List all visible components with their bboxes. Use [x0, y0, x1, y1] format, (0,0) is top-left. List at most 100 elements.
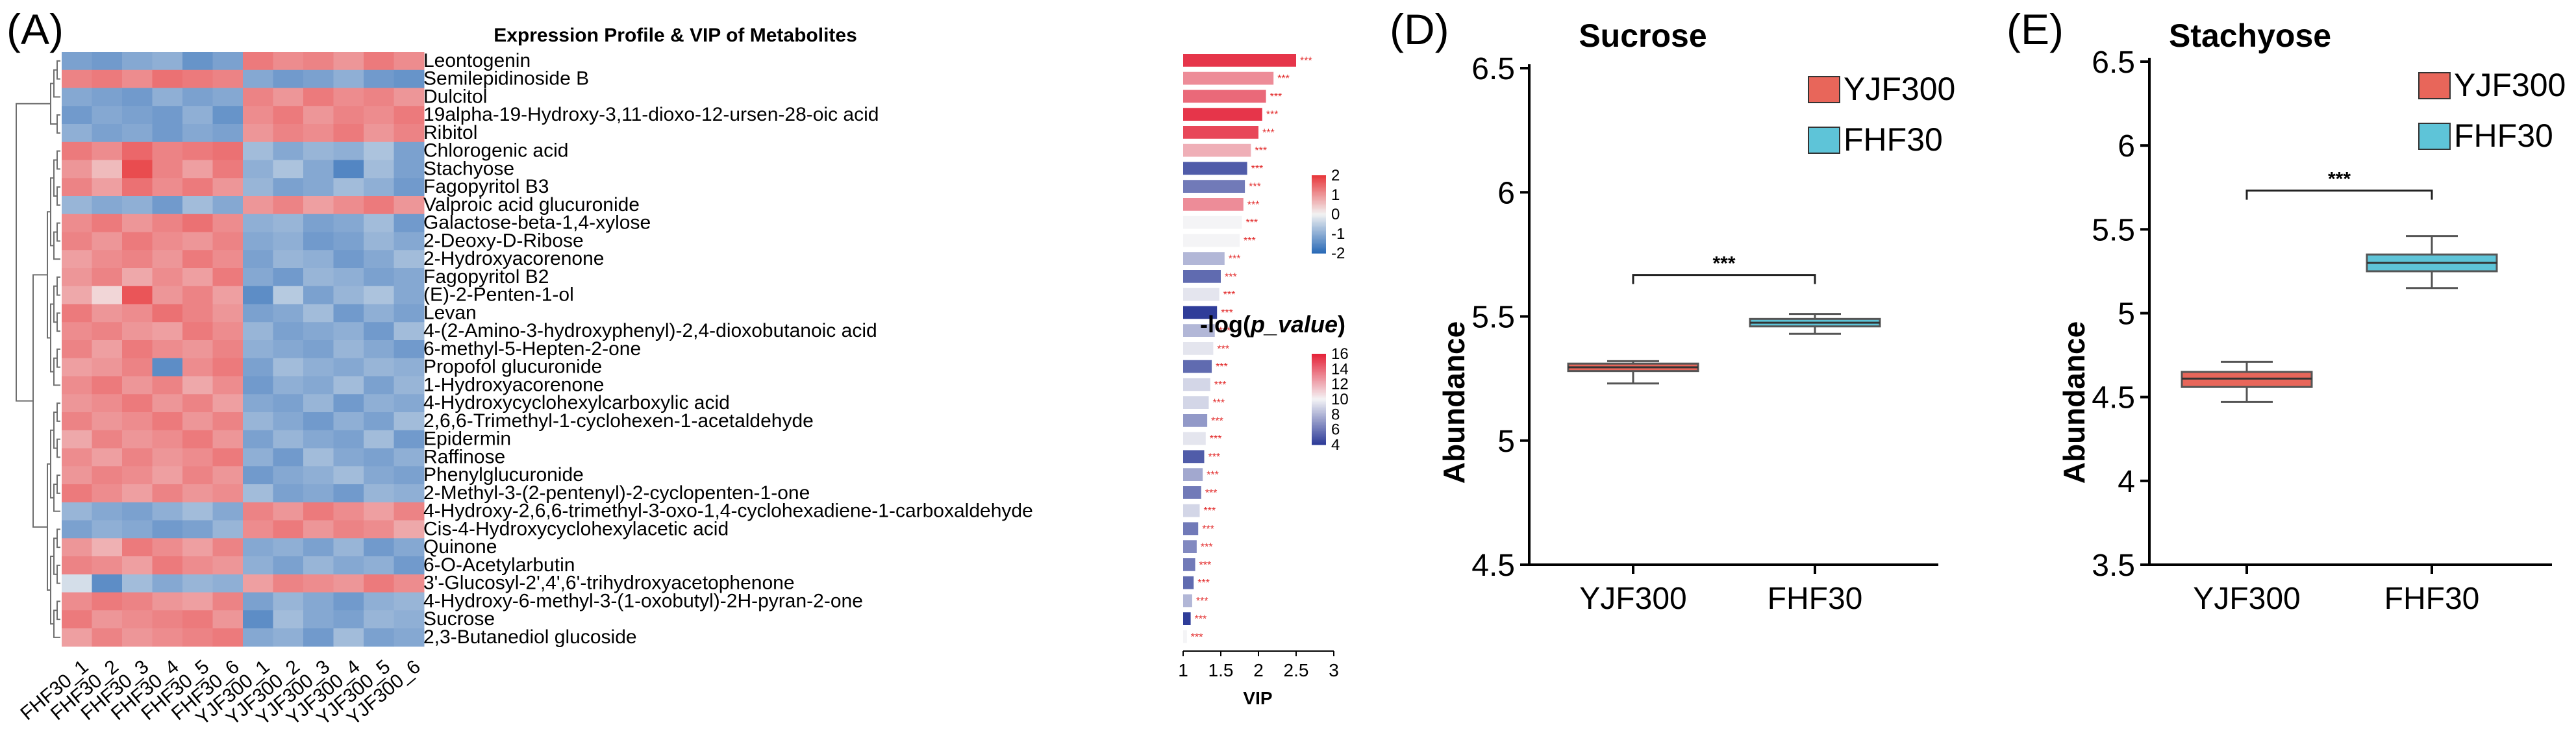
heat-cell	[273, 592, 304, 611]
heat-cell	[303, 430, 334, 449]
heat-cell	[212, 574, 244, 593]
zscore-legend-swatch	[1312, 201, 1326, 203]
heat-cell	[62, 574, 92, 593]
heat-cell	[182, 466, 213, 485]
vip-bar	[1183, 306, 1218, 319]
zscore-legend-swatch	[1312, 208, 1326, 210]
heat-cell	[273, 268, 304, 287]
y-tick-label: 6	[2118, 129, 2135, 164]
heat-cell	[212, 376, 244, 395]
dendrogram-link	[56, 528, 60, 549]
pvalue-legend-swatch	[1312, 428, 1326, 430]
zscore-legend-swatch	[1312, 188, 1326, 190]
heat-cell	[303, 574, 334, 593]
pvalue-legend-tick: 14	[1331, 360, 1349, 378]
heat-cell	[182, 232, 213, 251]
heat-cell	[273, 448, 304, 467]
heat-cell	[364, 322, 394, 341]
zscore-legend-swatch	[1312, 248, 1326, 250]
heat-cell	[152, 610, 183, 629]
significance-stars: ***	[1225, 271, 1237, 282]
heat-cell	[333, 358, 364, 376]
heat-cell	[364, 592, 394, 611]
heat-cell	[152, 142, 183, 160]
heat-cell	[152, 430, 183, 449]
heat-cell	[303, 142, 334, 160]
row-label: Semilepidinoside B	[423, 68, 589, 90]
heat-cell	[364, 628, 394, 647]
heat-cell	[303, 214, 334, 232]
heat-cell	[243, 124, 273, 143]
heat-cell	[303, 466, 334, 485]
vip-bar	[1183, 414, 1208, 427]
heat-cell	[273, 178, 304, 197]
vip-bar	[1183, 630, 1187, 643]
heat-cell	[92, 628, 123, 647]
heat-cell	[62, 592, 92, 611]
heat-cell	[273, 160, 304, 179]
pvalue-legend-swatch	[1312, 360, 1326, 362]
row-label: Sucrose	[423, 608, 495, 630]
zscore-legend-swatch	[1312, 204, 1326, 206]
heat-cell	[182, 304, 213, 323]
stachyose-ylabel: Abundance	[2057, 321, 2091, 484]
zscore-legend-swatch	[1312, 175, 1326, 177]
x-tick-label: FHF30	[1768, 582, 1863, 616]
pvalue-legend-swatch	[1312, 363, 1326, 365]
heat-cell	[273, 286, 304, 304]
zscore-legend-swatch	[1312, 230, 1326, 232]
heat-cell	[273, 69, 304, 88]
heat-cell	[152, 520, 183, 539]
heat-cell	[182, 376, 213, 395]
heat-cell	[62, 628, 92, 647]
heat-cell	[182, 322, 213, 341]
heat-cell	[273, 466, 304, 485]
heat-cell	[273, 106, 304, 125]
heat-cell	[182, 574, 213, 593]
heat-cell	[122, 124, 153, 143]
zscore-legend-swatch	[1312, 177, 1326, 179]
heat-cell	[273, 124, 304, 143]
row-label: Galactose-beta-1,4-xylose	[423, 212, 651, 234]
significance-stars: ***	[1219, 326, 1231, 337]
zscore-legend-swatch	[1312, 240, 1326, 242]
heat-cell	[303, 556, 334, 575]
heat-cell	[92, 340, 123, 359]
vip-tick-label: 1	[1178, 660, 1188, 680]
heat-cell	[122, 520, 153, 539]
heat-cell	[62, 268, 92, 287]
heat-cell	[303, 484, 334, 503]
heat-cell	[152, 52, 183, 71]
pvalue-legend-swatch	[1312, 440, 1326, 442]
row-label: Raffinose	[423, 446, 505, 467]
heat-cell	[364, 358, 394, 376]
significance-stars: ***	[1229, 254, 1241, 265]
zscore-legend-swatch	[1312, 193, 1326, 195]
vip-bar	[1183, 162, 1247, 175]
heat-cell	[273, 412, 304, 431]
heat-cell	[92, 214, 123, 232]
legend-swatch	[1808, 127, 1840, 154]
heat-cell	[243, 628, 273, 647]
vip-bar	[1183, 143, 1251, 157]
heat-cell	[273, 358, 304, 376]
zscore-legend-swatch	[1312, 203, 1326, 204]
legend-swatch	[2418, 123, 2451, 150]
heat-cell	[243, 268, 273, 287]
pvalue-legend-swatch	[1312, 422, 1326, 424]
pvalue-legend-swatch	[1312, 369, 1326, 371]
pvalue-legend-swatch	[1312, 438, 1326, 441]
heat-cell	[364, 376, 394, 395]
heat-cell	[62, 520, 92, 539]
pvalue-legend-swatch	[1312, 390, 1326, 392]
heat-cell	[394, 196, 425, 215]
pvalue-legend-swatch	[1312, 375, 1326, 377]
zscore-legend-swatch	[1312, 227, 1326, 229]
vip-bar	[1183, 396, 1209, 409]
pvalue-legend-swatch	[1312, 382, 1326, 385]
heat-cell	[394, 178, 425, 197]
heat-cell	[62, 88, 92, 106]
row-label: (E)-2-Penten-1-ol	[423, 284, 574, 306]
heat-cell	[92, 69, 123, 88]
significance-bracket	[2245, 190, 2433, 200]
